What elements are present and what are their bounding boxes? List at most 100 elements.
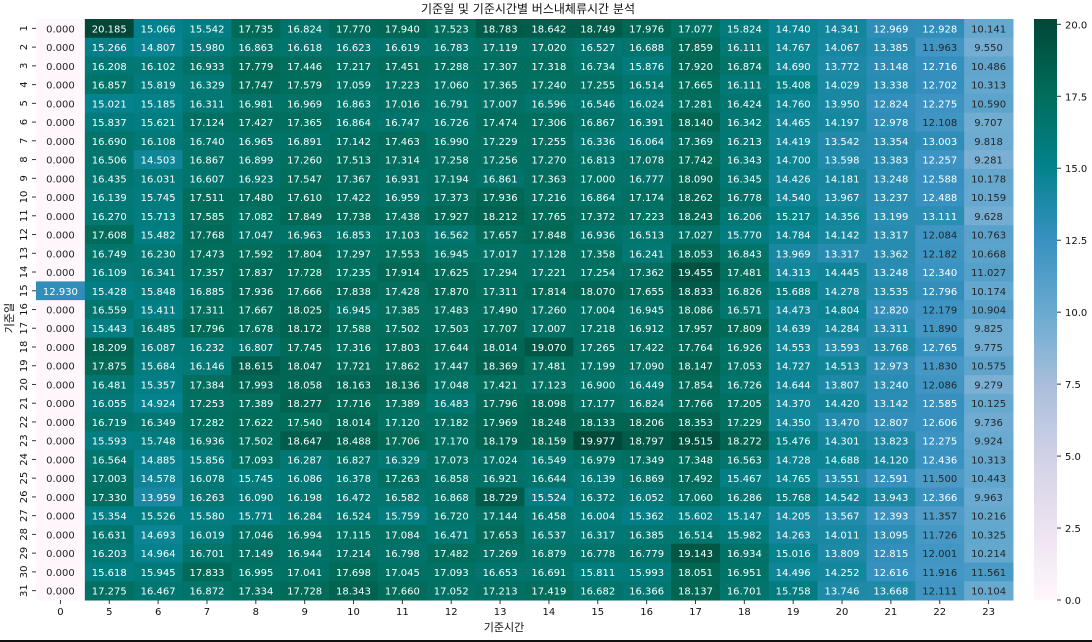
cell-value-label: 12.702	[922, 81, 957, 92]
cell-value-label: 15.580	[189, 512, 224, 523]
heatmap-cell	[964, 356, 1014, 376]
heatmap-cell	[817, 543, 867, 564]
cell-value-label: 17.721	[336, 362, 371, 373]
cell-value-label: 13.199	[873, 212, 908, 223]
heatmap-cell	[475, 356, 525, 376]
heatmap-cell	[768, 318, 819, 339]
cell-value-label: 17.667	[238, 306, 273, 317]
cell-value-label: 17.282	[189, 418, 224, 429]
cell-value-label: 18.058	[287, 380, 322, 391]
heatmap-cell	[524, 468, 574, 489]
cell-value-label: 16.329	[385, 455, 420, 466]
heatmap-cell	[426, 243, 477, 264]
cell-value-label: 13.967	[825, 193, 860, 204]
heatmap-cell	[84, 131, 135, 151]
heatmap-cell	[280, 431, 330, 451]
x-tick-label: 20	[836, 607, 849, 618]
cell-value-label: 18.098	[531, 399, 566, 410]
heatmap-cell	[280, 243, 330, 264]
cell-value-label: 11.027	[971, 268, 1006, 279]
cell-value-label: 16.607	[189, 174, 224, 185]
cell-value-label: 13.338	[873, 81, 908, 92]
bottom-border	[0, 640, 1092, 642]
heatmap-cell	[768, 562, 819, 582]
heatmap-cell	[768, 375, 819, 395]
cell-value-label: 13.385	[873, 43, 908, 54]
heatmap-cell	[329, 431, 379, 451]
heatmap-cell	[329, 19, 379, 39]
cell-value-label: 17.665	[678, 81, 713, 92]
heatmap-cell	[426, 19, 477, 39]
heatmap-cell	[182, 431, 232, 451]
heatmap-cell	[377, 243, 428, 264]
heatmap-cell	[671, 487, 721, 507]
cell-value-label: 18.615	[238, 362, 273, 373]
cell-value-label: 11.500	[922, 474, 957, 485]
cell-value-label: 18.172	[287, 324, 322, 335]
heatmap-cell	[84, 318, 135, 339]
cell-value-label: 17.422	[629, 343, 664, 354]
cell-value-label: 15.745	[141, 193, 176, 204]
heatmap-cell	[84, 393, 135, 414]
heatmap-cell	[866, 393, 916, 414]
cell-value-label: 15.476	[776, 437, 811, 448]
cell-value-label: 17.463	[385, 137, 420, 148]
cell-value-label: 0.000	[46, 306, 75, 317]
cell-value-label: 17.170	[434, 437, 469, 448]
heatmap-cell	[866, 168, 916, 189]
cell-value-label: 17.045	[385, 568, 420, 579]
cell-value-label: 15.819	[141, 81, 176, 92]
heatmap-cell	[475, 543, 525, 564]
cell-value-label: 0.000	[46, 493, 75, 504]
cell-value-label: 12.606	[922, 418, 957, 429]
cell-value-label: 0.000	[46, 455, 75, 466]
cell-value-label: 17.003	[92, 474, 127, 485]
heatmap-cell	[964, 412, 1014, 432]
heatmap-cell	[671, 187, 721, 207]
cell-value-label: 15.980	[189, 43, 224, 54]
cell-value-label: 14.284	[825, 324, 860, 335]
heatmap-cell	[84, 562, 135, 582]
heatmap-cell	[866, 243, 916, 264]
cell-value-label: 17.218	[580, 324, 615, 335]
cell-value-label: 16.108	[141, 137, 176, 148]
heatmap-cell	[231, 506, 281, 526]
heatmap-cell	[719, 243, 770, 264]
heatmap-cell	[719, 281, 770, 301]
cell-value-label: 11.830	[922, 362, 957, 373]
heatmap-cell	[280, 506, 330, 526]
heatmap-cell	[768, 581, 819, 601]
cell-value-label: 17.365	[287, 118, 322, 129]
cell-value-label: 16.485	[141, 324, 176, 335]
heatmap-cell	[524, 506, 574, 526]
heatmap-cell	[817, 131, 867, 151]
heatmap-cell	[915, 281, 965, 301]
heatmap-cell	[84, 543, 135, 564]
heatmap-cell	[329, 393, 379, 414]
heatmap-cell	[182, 412, 232, 432]
heatmap-cell	[964, 243, 1014, 264]
heatmap-cell	[573, 581, 623, 601]
heatmap-cell	[133, 393, 184, 414]
heatmap-cell	[866, 150, 916, 170]
heatmap-cell	[231, 356, 281, 376]
heatmap-cell	[231, 187, 281, 207]
y-tick-label: 21	[19, 397, 30, 410]
heatmap-cell	[915, 562, 965, 582]
cell-value-label: 16.086	[287, 474, 322, 485]
y-tick-label: 6	[19, 119, 30, 125]
cell-value-label: 12.969	[873, 24, 908, 35]
heatmap-cell	[475, 562, 525, 582]
cell-value-label: 14.142	[825, 231, 860, 242]
heatmap-cell	[573, 243, 623, 264]
cell-value-label: 12.820	[873, 306, 908, 317]
cell-value-label: 17.084	[385, 530, 420, 541]
cell-value-label: 17.255	[580, 81, 615, 92]
cell-value-label: 17.735	[238, 24, 273, 35]
cell-value-label: 14.197	[825, 118, 860, 129]
heatmap-cell	[671, 337, 721, 357]
heatmap-cell	[84, 431, 135, 451]
heatmap-cell	[426, 37, 477, 57]
heatmap-cell	[280, 525, 330, 545]
heatmap-cell	[915, 318, 965, 339]
